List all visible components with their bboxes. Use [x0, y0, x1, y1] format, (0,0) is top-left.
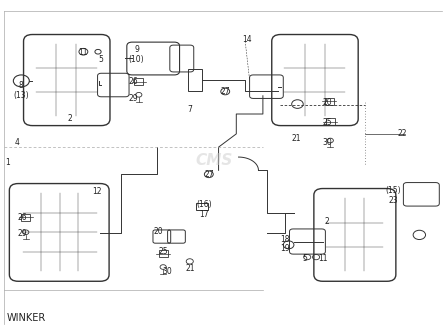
Text: 14: 14: [243, 35, 252, 44]
Text: 7: 7: [187, 105, 192, 114]
Text: 11: 11: [318, 254, 327, 263]
Text: 21: 21: [185, 264, 194, 273]
Text: 2: 2: [68, 115, 72, 124]
Text: 22: 22: [398, 129, 407, 138]
Bar: [159, 250, 168, 257]
Text: (15): (15): [386, 186, 401, 195]
Text: WINKER: WINKER: [7, 313, 46, 323]
Text: 27: 27: [204, 170, 214, 179]
Text: 17: 17: [199, 209, 209, 218]
Text: 25: 25: [322, 118, 332, 127]
Text: 1: 1: [6, 158, 10, 167]
Text: 4: 4: [14, 138, 19, 147]
Bar: [21, 214, 30, 221]
Text: 5: 5: [99, 55, 103, 64]
Text: 27: 27: [220, 87, 230, 96]
Text: 2: 2: [325, 217, 330, 226]
Text: 19: 19: [280, 243, 290, 253]
Text: 29: 29: [18, 229, 28, 238]
Bar: [187, 69, 202, 91]
Text: 8: 8: [19, 81, 24, 91]
Bar: [195, 203, 208, 210]
Text: 21: 21: [291, 134, 301, 143]
Bar: [325, 98, 334, 105]
Text: 20: 20: [322, 98, 332, 107]
Text: (10): (10): [129, 55, 145, 64]
Text: 9: 9: [134, 45, 139, 54]
Text: 23: 23: [389, 196, 398, 205]
Text: 5: 5: [302, 254, 307, 263]
Text: 30: 30: [163, 267, 173, 276]
Text: 26: 26: [18, 213, 28, 222]
Text: 18: 18: [280, 235, 290, 244]
Bar: [134, 78, 143, 85]
Text: (13): (13): [13, 91, 29, 100]
Text: 30: 30: [322, 138, 332, 147]
Text: 25: 25: [158, 247, 168, 256]
Text: 26: 26: [128, 77, 138, 86]
Text: CMS: CMS: [195, 153, 233, 168]
Text: (16): (16): [197, 200, 212, 209]
Text: 20: 20: [154, 227, 164, 236]
Bar: [326, 118, 334, 125]
Text: 12: 12: [92, 187, 101, 196]
Text: 11: 11: [78, 48, 88, 57]
Text: 29: 29: [128, 94, 138, 103]
